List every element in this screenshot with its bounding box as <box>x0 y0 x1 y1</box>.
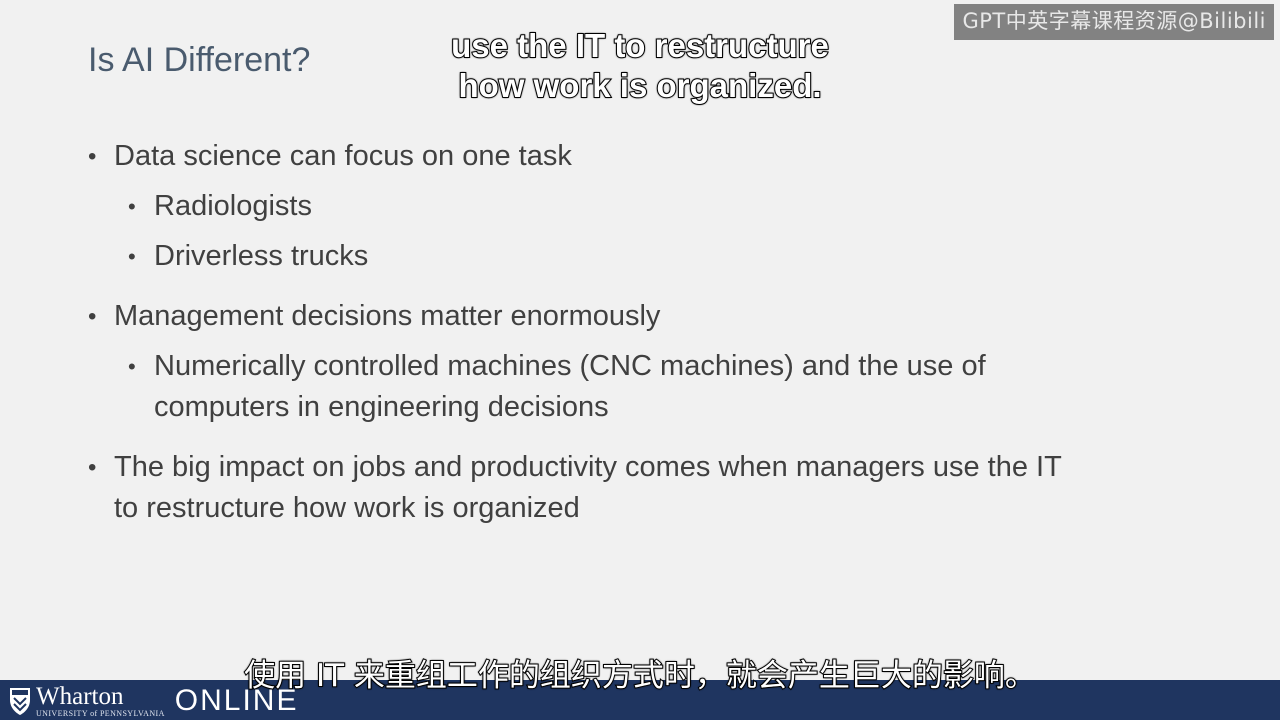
bullet-list: Data science can focus on one task Radio… <box>88 136 1208 529</box>
sub-bullet-driverless-trucks: Driverless trucks <box>88 236 1208 277</box>
sub-bullet-cnc-line-2: computers in engineering decisions <box>154 391 609 423</box>
online-wordmark: ONLINE <box>174 684 299 717</box>
bullet-big-impact: The big impact on jobs and productivity … <box>88 447 1208 529</box>
wharton-wordmark: Wharton <box>36 683 124 710</box>
watermark: GPT中英字幕课程资源@Bilibili <box>954 4 1274 40</box>
english-subtitle: use the IT to restructure how work is or… <box>0 26 1280 106</box>
bullet-big-impact-line-2: to restructure how work is organized <box>114 492 580 524</box>
bullet-management-decisions: Management decisions matter enormously <box>88 296 1208 337</box>
bullet-big-impact-line-1: The big impact on jobs and productivity … <box>114 451 1062 483</box>
english-subtitle-line-2: how work is organized. <box>457 66 822 105</box>
chinese-subtitle: 使用 IT 来重组工作的组织方式时，就会产生巨大的影响。 <box>243 657 1037 695</box>
sub-bullet-cnc-line-1: Numerically controlled machines (CNC mac… <box>154 350 986 382</box>
english-subtitle-line-1: use the IT to restructure <box>450 26 830 65</box>
sub-bullet-cnc-machines: Numerically controlled machines (CNC mac… <box>88 346 1208 428</box>
bullet-data-science: Data science can focus on one task <box>88 136 1208 177</box>
upenn-wordmark: UNIVERSITY of PENNSYLVANIA <box>36 709 165 718</box>
wharton-shield-icon <box>10 688 30 715</box>
footer-bar <box>0 680 1280 720</box>
wharton-online-logo: Wharton UNIVERSITY of PENNSYLVANIA ONLIN… <box>8 683 298 719</box>
slide-title: Is AI Different? <box>88 41 311 79</box>
sub-bullet-radiologists: Radiologists <box>88 186 1208 227</box>
